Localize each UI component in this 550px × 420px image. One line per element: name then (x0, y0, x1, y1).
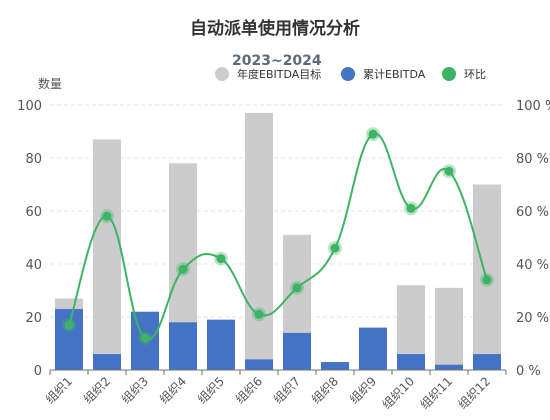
line-point (178, 264, 188, 274)
x-tick-label: 组织4 (157, 374, 189, 406)
bar-target (245, 112, 273, 370)
line-point (102, 211, 112, 221)
x-tick-label: 组织8 (309, 374, 341, 406)
legend-label-mom: 环比 (464, 68, 486, 81)
bar-cumulative (207, 319, 235, 370)
line-point (292, 283, 302, 293)
x-tick-label: 组织12 (455, 374, 493, 412)
y-tick-label-right: 40 % (516, 258, 549, 273)
bar-cumulative (245, 359, 273, 370)
y-tick-label-left: 100 (17, 99, 42, 114)
y-axis-label: 数量 (38, 77, 63, 91)
bar-cumulative (283, 332, 311, 370)
bar-cumulative (397, 354, 425, 370)
legend-label-cumulative: 累计EBITDA (363, 68, 426, 81)
line-point (406, 203, 416, 213)
legend-item-cumulative[interactable]: 累计EBITDA (341, 66, 425, 82)
legend-item-target[interactable]: 年度EBITDA目标 (215, 66, 321, 82)
chart-title: 自动派单使用情况分析 (190, 19, 360, 39)
legend-swatch-cumulative (341, 67, 355, 81)
x-tick-label: 组织9 (347, 374, 379, 406)
x-tick-label: 组织5 (195, 374, 227, 406)
y-tick-label-left: 40 (25, 258, 42, 273)
bar-cumulative (321, 362, 349, 370)
line-point (64, 320, 74, 330)
x-tick-label: 组织2 (81, 374, 113, 406)
legend-label-target: 年度EBITDA目标 (237, 68, 322, 81)
line-point (254, 309, 264, 319)
x-tick-label: 组织6 (233, 374, 265, 406)
bar-cumulative (169, 322, 197, 370)
y-tick-label-right: 60 % (516, 205, 549, 220)
line-point (140, 333, 150, 343)
y-tick-label-left: 20 (25, 311, 42, 326)
line-point (482, 275, 492, 285)
x-tick-label: 组织7 (271, 374, 303, 406)
line-series-mom (68, 132, 488, 341)
y-tick-label-left: 0 (34, 364, 42, 379)
bar-target (435, 287, 463, 370)
bar-cumulative (473, 354, 501, 370)
bar-cumulative (359, 327, 387, 370)
legend-item-mom[interactable]: 环比 (442, 66, 486, 82)
line-point (444, 166, 454, 176)
bar-cumulative (435, 364, 463, 370)
bar-cumulative (93, 354, 121, 370)
x-tick-label: 组织3 (119, 374, 151, 406)
bar-target (93, 139, 121, 370)
legend-swatch-mom (442, 67, 456, 81)
y-tick-label-right: 80 % (516, 152, 549, 167)
y-tick-label-left: 80 (25, 152, 42, 167)
y-tick-label-right: 20 % (516, 311, 549, 326)
y-tick-label-right: 0 % (516, 364, 541, 379)
x-tick-label: 组织1 (43, 374, 75, 406)
y-tick-label-left: 60 (25, 205, 42, 220)
y-tick-label-right: 100 % (516, 99, 550, 114)
line-point (330, 243, 340, 253)
x-tick-label: 组织10 (379, 374, 417, 412)
legend-swatch-target (215, 67, 229, 81)
line-point (368, 129, 378, 139)
x-tick-label: 组织11 (417, 374, 455, 412)
bar-cumulative (55, 309, 83, 370)
line-point (216, 254, 226, 264)
chart-subtitle: 2023~2024 (232, 53, 322, 69)
